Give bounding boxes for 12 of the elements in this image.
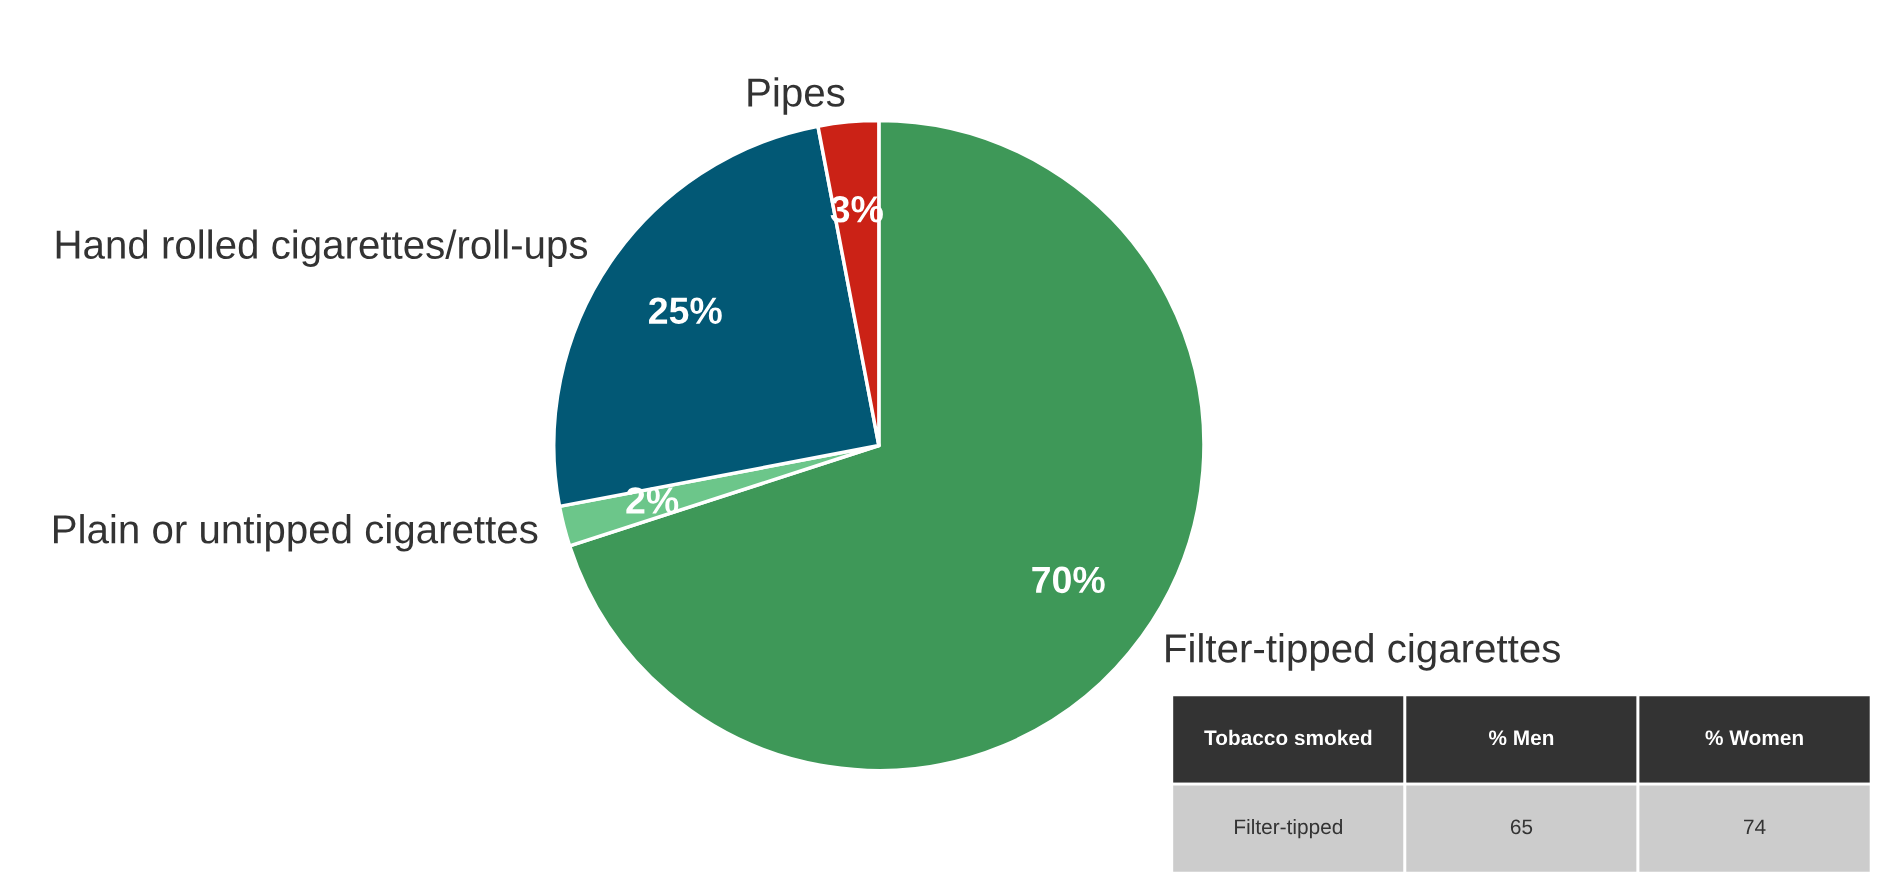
slice-label: Filter-tipped cigarettes bbox=[1166, 633, 1560, 671]
text: % Men bbox=[1488, 730, 1554, 746]
text: Tobacco smoked bbox=[1204, 729, 1372, 746]
text: 74 bbox=[1744, 819, 1766, 835]
slice-label: Pipes bbox=[748, 77, 845, 115]
data-label: 25% bbox=[649, 297, 722, 325]
text: 65 bbox=[1510, 819, 1533, 835]
data-label: 70% bbox=[1032, 566, 1105, 594]
slice-label: Hand rolled cigarettes/roll-ups bbox=[56, 229, 588, 267]
text: Filter-tipped bbox=[1235, 818, 1343, 839]
text: % Women bbox=[1705, 730, 1803, 746]
slice-label: Plain or untipped cigarettes bbox=[54, 514, 538, 552]
